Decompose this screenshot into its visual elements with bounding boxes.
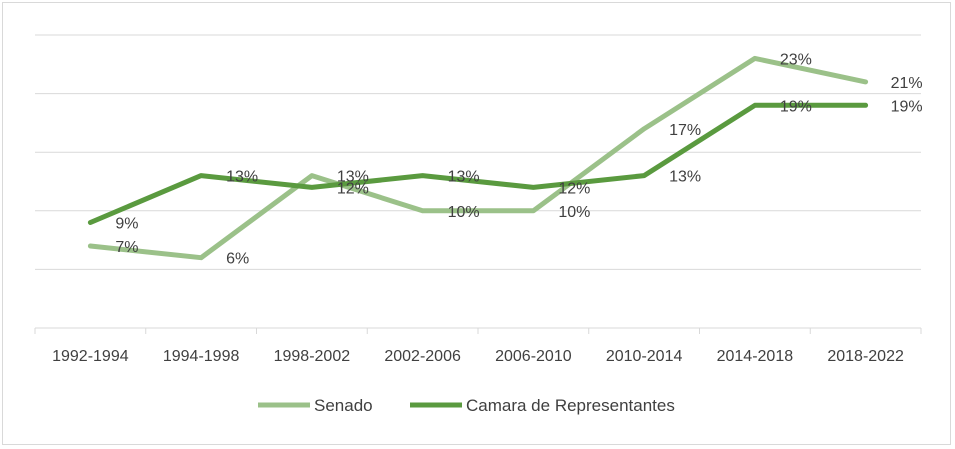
data-label-senado: 17% (669, 122, 701, 139)
data-label-camara: 12% (558, 180, 590, 197)
series-line-camara (87, 102, 869, 225)
x-tick-label: 2002-2006 (384, 348, 461, 365)
data-label-camara: 13% (669, 169, 701, 186)
data-label-camara: 12% (337, 180, 369, 197)
x-tick-label: 1994-1998 (163, 348, 240, 365)
x-tick-label: 2018-2022 (827, 348, 904, 365)
x-tick-label: 1998-2002 (274, 348, 351, 365)
legend-label: Senado (314, 396, 373, 415)
legend: Senado Camara de Representantes (258, 396, 675, 415)
data-label-senado: 10% (558, 204, 590, 221)
data-label-camara: 19% (891, 98, 923, 115)
data-label-camara: 19% (780, 98, 812, 115)
data-label-camara: 13% (448, 169, 480, 186)
data-label-senado: 6% (226, 251, 249, 268)
data-label-senado: 13% (337, 169, 369, 186)
series-line-senado (87, 55, 869, 261)
data-label-senado: 7% (115, 239, 138, 256)
legend-label: Camara de Representantes (466, 396, 675, 415)
data-label-camara: 9% (115, 216, 138, 233)
data-label-senado: 23% (780, 51, 812, 68)
data-label-senado: 10% (448, 204, 480, 221)
x-tick-label: 1992-1994 (52, 348, 129, 365)
x-tick-label: 2014-2018 (717, 348, 794, 365)
data-labels: 7%6%13%10% 10%17%23%21%9%13%12%13%12%13%1… (115, 51, 922, 267)
x-axis: 1992-1994 1994-1998 1998-2002 2002-2006 2006… (34, 327, 922, 365)
data-label-senado: 21% (891, 75, 923, 92)
x-tick-label: 2010-2014 (606, 348, 683, 365)
gridlines (35, 34, 921, 270)
series-lines (87, 55, 869, 261)
x-tick-label: 2006-2010 (495, 348, 572, 365)
data-label-camara: 13% (226, 169, 258, 186)
